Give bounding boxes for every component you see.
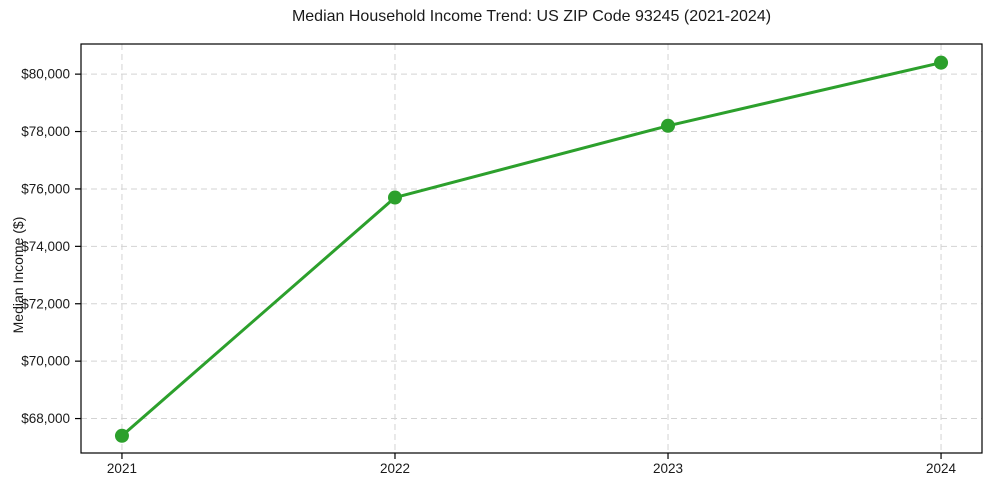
y-tick-label: $76,000 (21, 181, 70, 196)
y-axis-title: Median Income ($) (10, 216, 26, 334)
data-point (114, 428, 129, 443)
y-tick-label: $72,000 (21, 296, 70, 311)
x-tick-label: 2022 (380, 461, 410, 476)
y-tick-label: $70,000 (21, 354, 70, 369)
data-point (661, 118, 676, 133)
x-tick-label: 2023 (653, 461, 683, 476)
data-point (387, 190, 402, 205)
x-tick-label: 2021 (107, 461, 137, 476)
y-tick-label: $80,000 (21, 67, 70, 82)
data-point (934, 55, 949, 70)
y-tick-label: $68,000 (21, 411, 70, 426)
y-tick-label: $78,000 (21, 124, 70, 139)
axes-frame (80, 43, 983, 454)
chart-title: Median Household Income Trend: US ZIP Co… (291, 8, 772, 25)
x-tick-label: 2024 (926, 461, 957, 476)
y-tick-label: $74,000 (21, 239, 70, 254)
trend-line (120, 61, 943, 438)
